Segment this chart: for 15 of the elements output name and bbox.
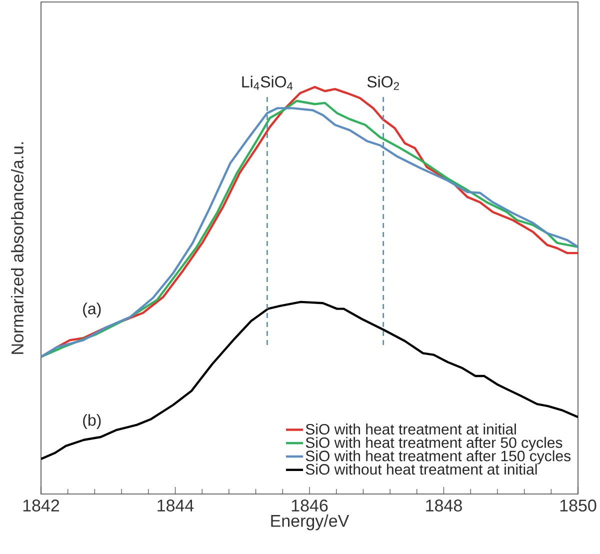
x-axis-title: Energy/eV (271, 514, 350, 530)
x-tick-label: 1848 (426, 500, 462, 512)
x-tick-label: 1850 (560, 500, 596, 512)
y-axis-title: Normarized absorbance/a.u. (10, 142, 24, 354)
x-tick-label: 1842 (23, 500, 60, 512)
ref-line-label: SiO$_{2}$ (367, 76, 399, 90)
x-tick-label: 1846 (292, 500, 328, 512)
annotation: (a) (83, 302, 101, 318)
x-tick-label: 1844 (158, 500, 194, 512)
annotation: (b) (83, 414, 101, 429)
legend-label: SiO without heat treatment at initial (306, 464, 537, 475)
legend-label: SiO with heat treatment after 150 cycles (306, 450, 571, 464)
legend-label: SiO with heat treatment at initial (306, 424, 516, 435)
ref-line-label: Li$_{4}$SiO$_{4}$ (242, 76, 293, 90)
legend-label: SiO with heat treatment after 50 cycles (306, 436, 562, 451)
